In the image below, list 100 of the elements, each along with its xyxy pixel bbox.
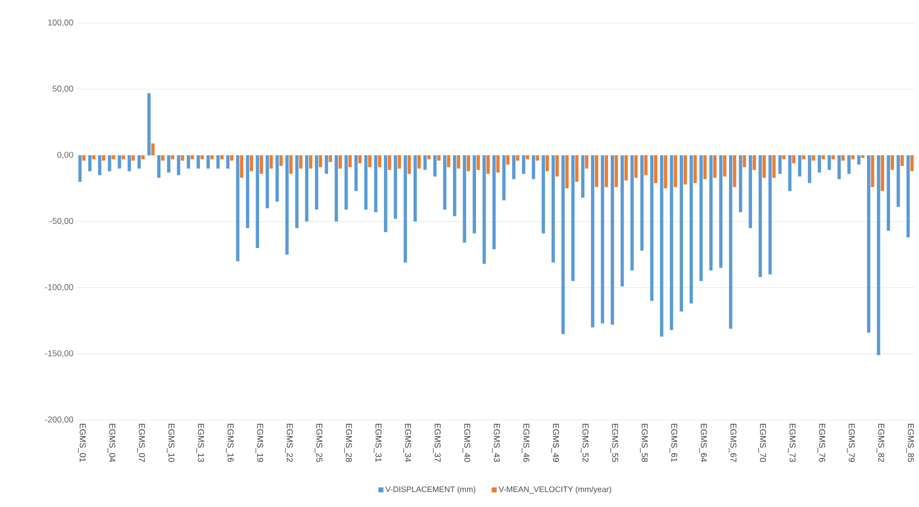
bar — [368, 155, 372, 168]
x-tick-label: EGMS_19 — [256, 424, 264, 462]
bar — [861, 155, 864, 158]
bar — [196, 155, 200, 169]
bar — [472, 155, 476, 234]
x-tick-label: EGMS_46 — [522, 424, 530, 462]
bar — [414, 155, 417, 222]
bar — [664, 155, 668, 188]
x-tick-label: EGMS_73 — [788, 424, 796, 462]
x-tick-label: EGMS_61 — [670, 424, 678, 462]
bar — [758, 155, 762, 278]
bar — [890, 155, 894, 170]
bar — [684, 155, 687, 184]
bar — [462, 155, 466, 243]
bar — [644, 155, 648, 176]
bar — [581, 155, 584, 198]
bar — [112, 155, 116, 160]
x-tick-label: EGMS_79 — [847, 424, 855, 462]
bar — [88, 155, 92, 172]
bar — [98, 155, 102, 176]
bar — [334, 155, 338, 222]
bar — [276, 155, 279, 202]
x-tick-label: EGMS_01 — [78, 424, 86, 462]
y-tick-label: -50,00 — [50, 218, 74, 225]
bar — [571, 155, 575, 282]
bar — [792, 155, 796, 164]
bar — [654, 155, 658, 184]
bar — [516, 155, 520, 161]
bar — [546, 155, 549, 172]
bar — [328, 155, 332, 162]
bar — [161, 155, 164, 161]
bar — [532, 155, 536, 180]
bar — [699, 155, 703, 282]
bar — [122, 155, 125, 160]
bar — [896, 155, 900, 207]
y-tick-label: -150,00 — [45, 350, 74, 358]
bar — [128, 155, 131, 172]
bar — [832, 155, 835, 160]
bar — [210, 155, 214, 160]
bar — [338, 155, 342, 169]
bar — [620, 155, 624, 286]
bar — [847, 155, 851, 174]
bar — [674, 155, 678, 188]
bar — [900, 155, 904, 166]
bar — [614, 155, 618, 188]
bar — [788, 155, 792, 192]
bar — [496, 155, 500, 173]
bar — [324, 155, 328, 174]
bar — [378, 155, 382, 168]
bar — [752, 155, 756, 170]
bar — [822, 155, 825, 160]
bar — [762, 155, 766, 178]
bar — [170, 155, 174, 160]
bar — [690, 155, 693, 304]
bar — [713, 155, 716, 178]
x-tick-label: EGMS_13 — [196, 424, 204, 462]
x-tick-label: EGMS_34 — [403, 424, 412, 462]
bar — [870, 155, 874, 188]
bar — [723, 155, 726, 177]
bar — [818, 155, 822, 173]
x-tick-label: EGMS_49 — [551, 424, 559, 462]
bar — [299, 155, 302, 169]
bar — [78, 155, 82, 182]
bar — [857, 155, 860, 165]
bar — [427, 155, 431, 160]
bar — [308, 155, 312, 169]
bar — [388, 155, 392, 170]
bar — [709, 155, 713, 270]
bar — [575, 155, 578, 182]
bar — [719, 155, 722, 268]
bar — [266, 155, 269, 208]
bar — [443, 155, 446, 210]
bar — [447, 155, 450, 168]
bar — [506, 155, 510, 165]
bar — [610, 155, 614, 325]
bar — [837, 155, 841, 180]
y-tick-label: -200,00 — [45, 416, 74, 424]
bar — [456, 155, 460, 169]
bar — [305, 155, 308, 222]
bar — [778, 155, 782, 174]
bar — [828, 155, 831, 170]
x-tick-label: EGMS_25 — [314, 424, 322, 462]
bar — [226, 155, 230, 169]
bar — [486, 155, 490, 174]
bar — [230, 155, 234, 161]
bar — [512, 155, 516, 180]
bar — [561, 155, 565, 334]
bar — [772, 155, 776, 178]
x-tick-label: EGMS_43 — [492, 424, 500, 462]
bar — [433, 155, 437, 177]
bar — [260, 155, 263, 174]
bar — [82, 155, 86, 161]
bar — [394, 155, 398, 219]
bar — [594, 155, 598, 188]
bar — [147, 93, 151, 156]
y-tick-label: 50,00 — [52, 86, 74, 93]
bar — [408, 155, 411, 174]
bar — [423, 155, 427, 170]
x-tick-label: EGMS_10 — [166, 424, 174, 462]
bar — [886, 155, 890, 231]
